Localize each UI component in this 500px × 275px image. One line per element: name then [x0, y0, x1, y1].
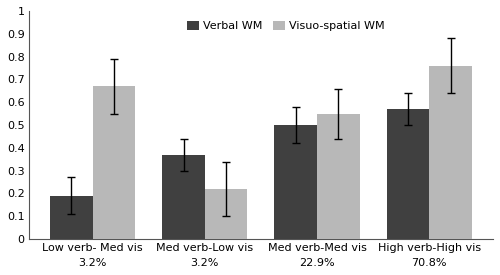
Bar: [386, 109, 430, 239]
Bar: [274, 125, 317, 239]
Legend: Verbal WM, Visuo-spatial WM: Verbal WM, Visuo-spatial WM: [183, 16, 389, 36]
Bar: [162, 155, 205, 239]
Bar: [317, 114, 360, 239]
Bar: [205, 189, 248, 239]
Bar: [92, 86, 136, 239]
Bar: [430, 66, 472, 239]
Bar: [50, 196, 92, 239]
